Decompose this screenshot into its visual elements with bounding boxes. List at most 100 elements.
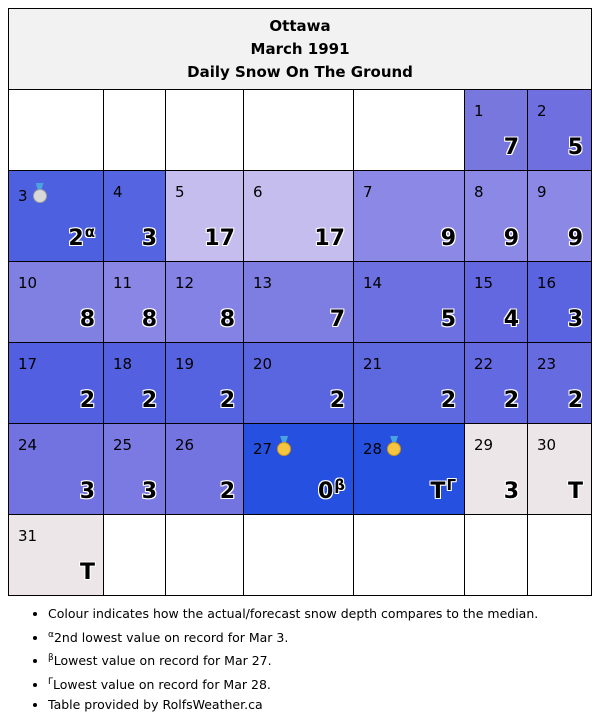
note-footnote-marker: β (48, 653, 54, 664)
day-number: 13 (253, 274, 272, 292)
day-number: 7 (363, 183, 373, 201)
note-footnote-marker: α (48, 629, 54, 640)
day-number-label: 12 (175, 274, 195, 292)
snow-depth-value: 2 (568, 388, 583, 413)
snow-depth-value: 2 (504, 388, 519, 413)
metric-title: Daily Snow On The Ground (187, 62, 413, 81)
snow-depth-number: 2 (219, 479, 235, 504)
empty-cell (243, 514, 354, 596)
day-cell: 13 7 (243, 261, 354, 343)
note-text: Table provided by RolfsWeather.ca (48, 697, 263, 713)
record-footnote-marker: Γ (446, 476, 456, 494)
note-item: α2nd lowest value on record for Mar 3. (48, 625, 538, 649)
day-number-label: 25 (113, 436, 133, 454)
day-number: 12 (175, 274, 194, 292)
snow-depth-number: 2 (567, 388, 584, 413)
day-number: 21 (363, 355, 382, 373)
day-cell: 22 2 (464, 342, 528, 424)
note-text: Colour indicates how the actual/forecast… (48, 606, 539, 621)
snow-depth-number: 17 (204, 226, 235, 251)
day-cell: 26 2 (165, 423, 244, 515)
empty-cell (103, 89, 166, 171)
day-cell: 21 2 (353, 342, 465, 424)
snow-depth-value: 7 (504, 135, 519, 160)
record-footnote-marker: α (84, 223, 95, 241)
day-number-label: 28 (363, 440, 383, 458)
snow-depth-value: 9 (568, 226, 583, 251)
snow-depth-value: 5 (441, 307, 456, 332)
note-item: Colour indicates how the actual/forecast… (48, 604, 538, 625)
day-number: 19 (175, 355, 194, 373)
day-number-label: 17 (18, 355, 38, 373)
day-number-label: 24 (18, 436, 38, 454)
note-text: Lowest value on record for Mar 28. (53, 676, 271, 692)
day-number-label: 10 (18, 274, 38, 292)
day-number-label: 22 (474, 355, 494, 373)
day-cell: 30 T (526, 423, 593, 515)
snow-depth-value: T (80, 560, 95, 585)
snow-depth-value: 2 (441, 388, 456, 413)
day-cell: 10 8 (8, 261, 104, 343)
snow-depth-value: 2 (220, 388, 235, 413)
record-footnote-marker: β (334, 476, 345, 494)
day-cell: 25 3 (103, 423, 166, 515)
snow-depth-value: 5 (568, 135, 583, 160)
day-number: 20 (253, 355, 272, 373)
note-text: Lowest value on record for Mar 27. (53, 653, 272, 669)
snow-depth-number: 9 (567, 226, 584, 251)
day-number-label: 18 (113, 355, 133, 373)
day-number: 6 (253, 183, 263, 201)
notes-list: Colour indicates how the actual/forecast… (26, 604, 538, 716)
snow-depth-number: 2 (141, 388, 157, 413)
day-number: 29 (474, 436, 493, 454)
day-cell: 29 3 (464, 423, 528, 515)
snow-depth-number: 9 (503, 226, 519, 251)
day-number: 2 (537, 102, 547, 120)
day-cell: 6 17 (243, 170, 354, 262)
day-number-label: 2 (537, 102, 547, 120)
day-cell: 20 2 (243, 342, 354, 424)
day-number: 4 (113, 183, 123, 201)
day-cell: 24 3 (8, 423, 104, 515)
day-number: 1 (474, 102, 484, 120)
day-number: 15 (474, 274, 493, 292)
day-number-label: 30 (537, 436, 557, 454)
calendar-week: 24 3 25 3 26 2 27 0β 28 TΓ 29 3 30 T (8, 423, 593, 515)
day-number: 16 (537, 274, 556, 292)
snow-depth-number: 2 (219, 388, 235, 413)
day-cell: 31 T (8, 514, 104, 596)
silver-medal-icon (32, 183, 48, 205)
gold-medal-icon (276, 436, 292, 458)
snow-depth-number: 3 (141, 226, 157, 251)
snow-depth-value: T (568, 479, 583, 504)
note-item: Table provided by RolfsWeather.ca (48, 695, 538, 716)
snow-depth-value: 2 (142, 388, 157, 413)
day-number: 11 (113, 274, 132, 292)
day-number: 30 (537, 436, 556, 454)
day-number: 31 (18, 527, 37, 545)
snow-depth-value: 9 (504, 226, 519, 251)
calendar-week: 3 2α 4 3 5 17 6 17 7 9 8 9 9 9 (8, 170, 593, 262)
day-number-label: 19 (175, 355, 195, 373)
gold-medal-icon (386, 436, 402, 458)
day-number: 23 (537, 355, 556, 373)
snow-depth-number: 3 (141, 479, 157, 504)
snow-depth-value: 3 (504, 479, 519, 504)
day-number-label: 9 (537, 183, 547, 201)
snow-depth-number: 7 (503, 135, 519, 160)
snow-depth-number: 2 (503, 388, 519, 413)
day-number: 9 (537, 183, 547, 201)
day-number-label: 5 (175, 183, 185, 201)
snow-depth-value: 3 (568, 307, 583, 332)
day-number-label: 11 (113, 274, 133, 292)
day-number-label: 15 (474, 274, 494, 292)
day-number: 25 (113, 436, 132, 454)
day-number-label: 14 (363, 274, 383, 292)
day-number-label: 1 (474, 102, 484, 120)
day-number-label: 26 (175, 436, 195, 454)
snow-depth-value: 17 (204, 226, 235, 251)
